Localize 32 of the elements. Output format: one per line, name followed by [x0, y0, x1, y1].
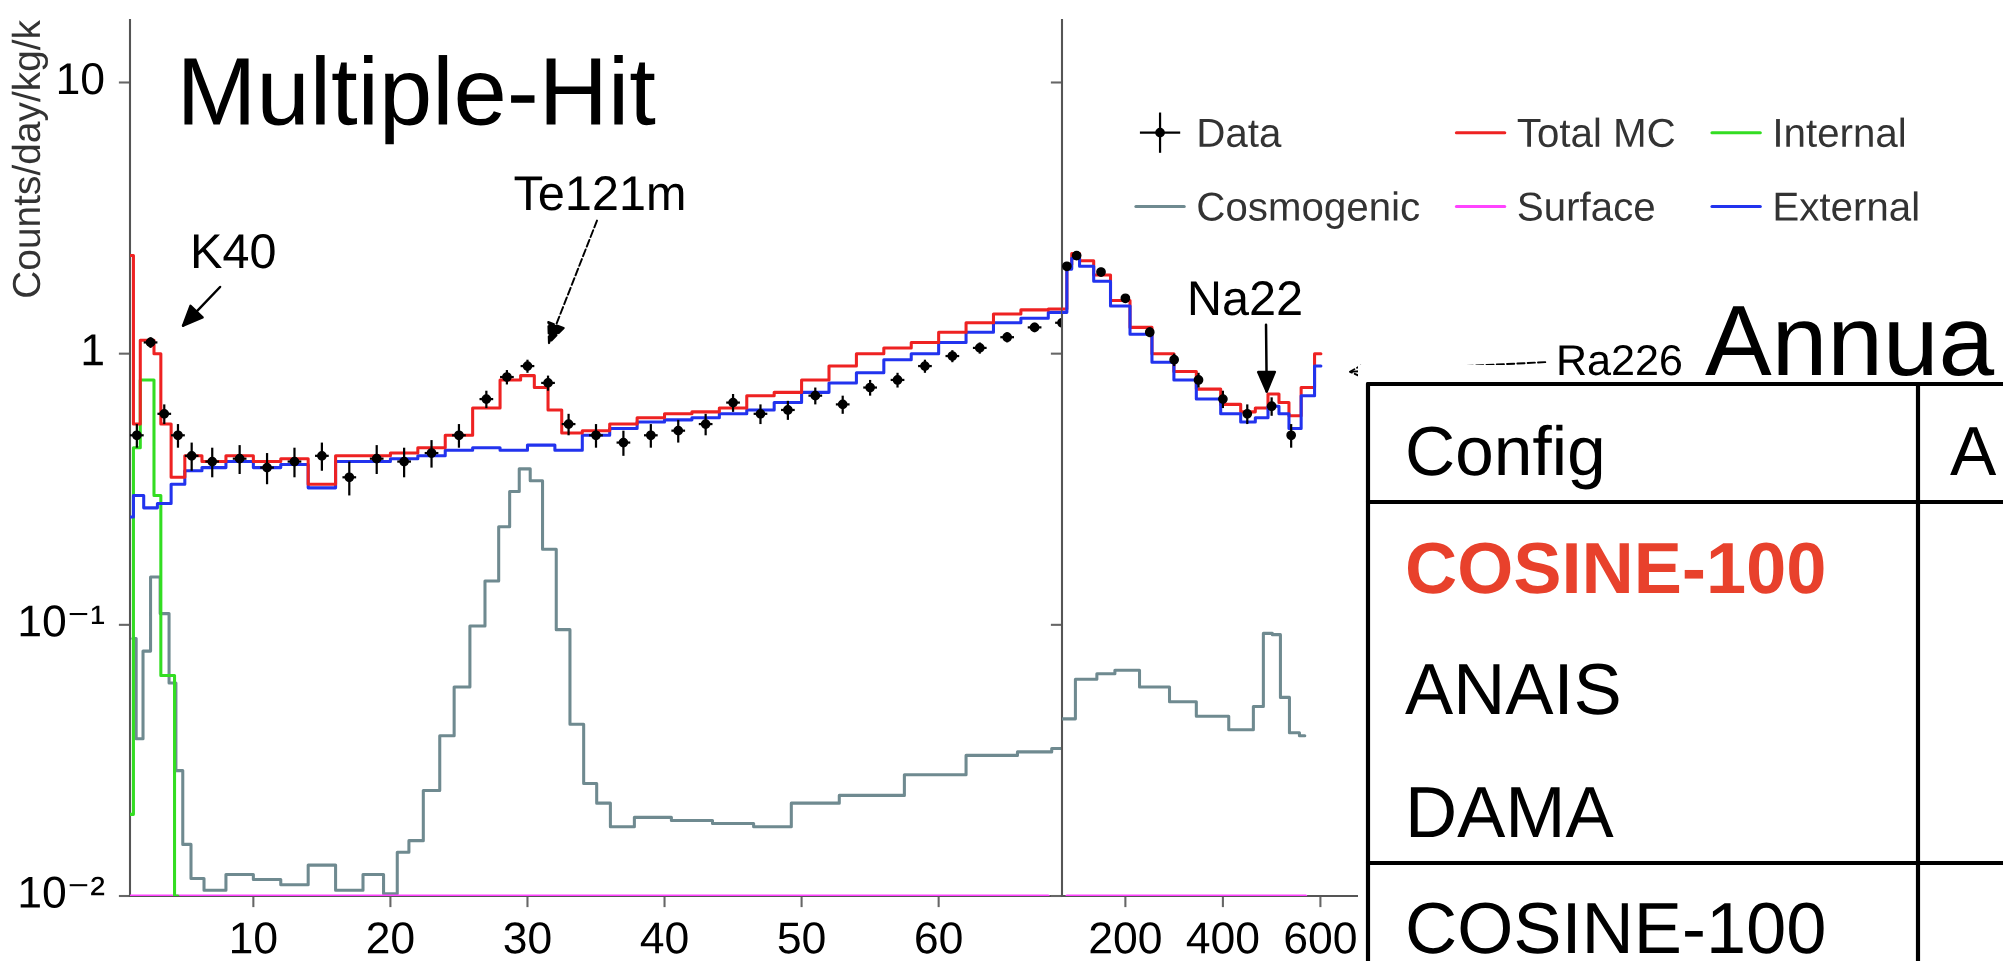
x-tick-label: 20 [367, 922, 414, 954]
x-tick-label: 50 [778, 922, 825, 954]
legend-label: Total MC [1517, 117, 1675, 148]
legend-label: Cosmogenic [1198, 191, 1420, 229]
annotation: ANAIS [1405, 663, 1619, 715]
x-tick-label: 30 [504, 922, 551, 954]
x-tick-label: 400 [1186, 922, 1259, 954]
x-tick-label: 60 [916, 922, 962, 954]
annotation: COSINE-100 [1407, 542, 1824, 594]
y-tick-label: 10 [58, 62, 104, 95]
x-tick-label: 200 [1090, 922, 1161, 954]
y-tick-label: 10⁻² [20, 876, 105, 908]
y-tick-label: 1 [83, 334, 103, 366]
annotation: Annua [1705, 306, 1995, 376]
annotation: A [1950, 427, 1997, 475]
annotation: Na22 [1190, 281, 1301, 316]
legend-label: External [1775, 191, 1918, 221]
y-tick-label: 10⁻¹ [20, 605, 105, 637]
x-tick-label: 600 [1285, 922, 1356, 954]
text: COSINE-100 [1408, 902, 1824, 954]
annotation: DAMA [1410, 787, 1614, 837]
legend-label: Internal [1776, 117, 1905, 148]
legend-label: Surface [1518, 191, 1654, 221]
y-axis-title: Counts/day/kg/k [11, 19, 48, 297]
legend-label: Data [1199, 119, 1282, 148]
annotation: Ra226 [1559, 344, 1681, 376]
x-tick-label: 40 [640, 922, 688, 954]
chart-title: Multiple-Hit [184, 55, 656, 145]
annotation: Config [1408, 424, 1602, 490]
annotation: Te121m [514, 176, 684, 211]
annotation: K40 [193, 234, 275, 269]
x-tick-label: 10 [232, 922, 277, 954]
